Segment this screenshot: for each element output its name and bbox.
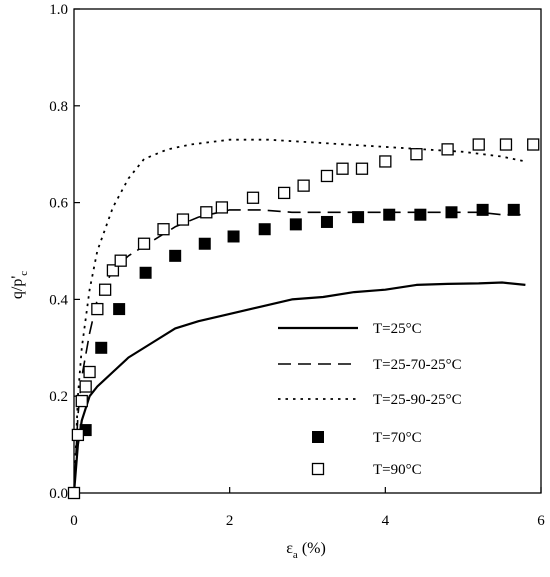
data-point [507,203,520,216]
data-point [277,186,291,200]
data-point [297,179,310,192]
x-tick-label: 0 [70,513,78,529]
series-layer [67,138,540,500]
legend-label: T=70°C [373,430,422,446]
y-tick-label: 0.8 [49,99,68,115]
data-point [527,138,540,151]
data-point [176,213,190,226]
data-point [79,380,92,393]
data-point [98,283,112,296]
y-tick-label: 0.0 [49,486,68,502]
plot-border [73,8,542,494]
series-line [73,209,526,494]
x-tick-label: 4 [382,513,390,529]
y-tick-label: 1.0 [49,2,68,18]
legend-label: T=25-90-25°C [373,392,462,408]
data-point [139,266,152,279]
legend-label: T=90°C [373,462,422,478]
data-point [445,206,458,219]
data-point [320,215,333,228]
data-point [414,208,427,221]
y-axis-title: q/p'c [9,271,30,299]
legend-entry-5: T=90°C [311,462,422,478]
legend-swatch [312,431,324,443]
data-point [258,223,271,236]
y-tick-label: 0.4 [49,292,68,308]
data-point [83,365,96,379]
x-tick-label: 2 [226,513,234,529]
data-point [476,203,489,216]
data-point [157,223,170,236]
data-point [91,302,104,316]
data-point [71,428,85,442]
data-point [169,249,182,262]
y-tick-label: 0.2 [49,389,68,405]
series-line [72,281,526,494]
data-point [499,138,513,151]
data-point [75,394,88,408]
legend: T=25°C T=25-70-25°C T=25-90-25°C T=70°C T=90… [278,321,462,478]
series-2 [73,209,526,494]
series-3 [73,138,526,494]
data-point [95,341,108,354]
data-point [383,208,396,221]
data-point [352,211,365,224]
series-line [73,138,526,494]
data-point [336,162,349,175]
legend-entry-3: T=25-90-25°C [278,392,462,408]
data-point [355,162,369,175]
series-4 [68,203,520,499]
legend-label: T=25-70-25°C [373,357,462,373]
x-axis-title: εa (%) [286,540,326,561]
data-point [410,148,423,161]
plot-frame [73,8,542,494]
data-point [472,138,485,151]
data-point [113,303,126,316]
series-1 [72,281,526,494]
data-point [379,155,392,168]
legend-swatch [311,462,325,476]
legend-entry-1: T=25°C [278,321,422,337]
data-point [246,191,260,204]
legend-label: T=25°C [373,321,422,337]
x-tick-label: 6 [537,513,545,529]
data-point [227,230,240,243]
data-point [114,254,127,267]
legend-entry-4: T=70°C [312,430,422,446]
y-tick-label: 0.6 [49,196,68,212]
data-point [320,169,334,183]
data-point [106,264,120,277]
data-point [289,218,302,231]
data-point [200,206,213,219]
series-5 [67,138,540,500]
data-point [67,486,81,500]
data-point [441,143,454,156]
data-point [215,201,229,214]
axis-ticks: 0.0 0.2 0.4 0.6 0.8 1.0 0 2 4 6 [49,2,545,529]
data-point [198,237,211,250]
legend-entry-2: T=25-70-25°C [278,357,462,373]
data-point [137,237,151,250]
